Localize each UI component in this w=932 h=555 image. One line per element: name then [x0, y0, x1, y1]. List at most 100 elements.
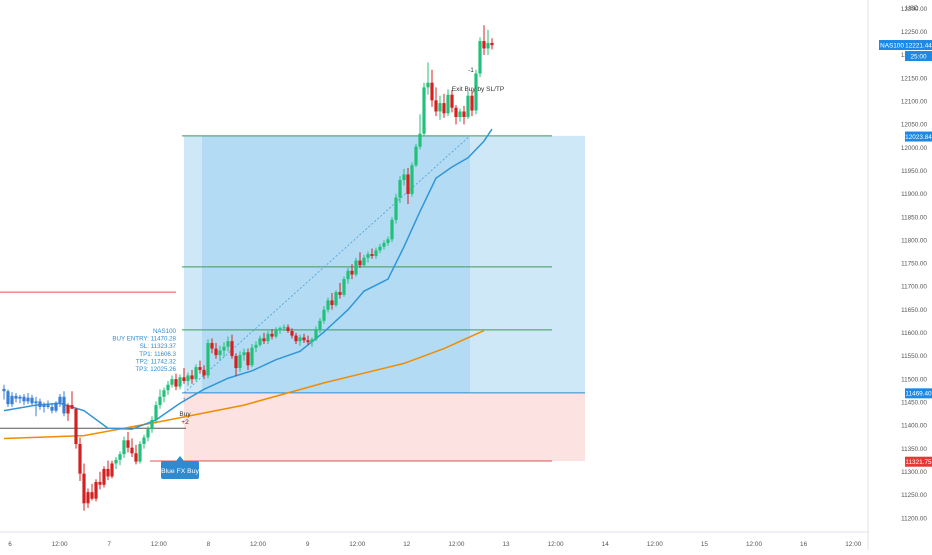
candle-body	[150, 419, 154, 430]
y-tick-label: 11850.00	[901, 214, 927, 221]
candle	[118, 451, 122, 466]
candle	[454, 104, 458, 125]
candle-body	[166, 384, 170, 391]
candle	[154, 401, 158, 424]
candle-body	[54, 402, 58, 411]
candle-body	[114, 459, 118, 464]
candle-body	[126, 440, 130, 448]
candle-body	[334, 292, 338, 306]
candle-body	[458, 111, 462, 118]
candle-body	[290, 330, 294, 336]
y-tick-label: 11750.00	[901, 261, 927, 268]
candle	[430, 69, 434, 107]
candle-body	[226, 341, 230, 347]
candle-body	[250, 347, 254, 366]
candle	[354, 257, 358, 277]
candle-body	[442, 103, 446, 114]
last-price-tag: 12221.44	[905, 42, 932, 49]
candle	[330, 293, 334, 310]
candle-body	[258, 338, 262, 345]
exit-label: Exit Buy by SL/TP	[452, 86, 504, 93]
y-tick-label: 11650.00	[901, 307, 927, 314]
candle-body	[2, 388, 6, 392]
candle	[66, 403, 70, 421]
candle-body	[294, 335, 298, 342]
candle	[262, 332, 266, 344]
x-tick-label: 8	[207, 541, 211, 548]
candle	[426, 62, 430, 95]
candle	[470, 90, 474, 117]
candle-body	[214, 348, 218, 356]
candle-body	[362, 257, 366, 266]
candle	[466, 91, 470, 119]
countdown-tag: 25:00	[911, 53, 927, 60]
x-tick-label: 14	[602, 541, 610, 548]
candle	[102, 466, 106, 488]
candle-body	[70, 405, 74, 409]
candle-body	[222, 346, 226, 351]
candle-body	[394, 197, 398, 220]
candle	[50, 404, 54, 414]
candle	[398, 176, 402, 204]
y-tick-label: 11400.00	[901, 423, 927, 430]
y-tick-label: 11200.00	[901, 515, 927, 522]
candle-body	[154, 405, 158, 420]
candle-body	[418, 133, 422, 147]
candle	[2, 384, 6, 400]
candle-body	[238, 355, 242, 369]
candle	[274, 327, 278, 339]
candle	[138, 441, 142, 464]
candle	[238, 351, 242, 372]
candle	[410, 162, 414, 197]
candle-body	[10, 395, 14, 405]
candle-body	[438, 103, 442, 112]
x-tick-label: 12:00	[349, 541, 365, 548]
exit-qty: -1	[468, 67, 474, 74]
candle	[342, 276, 346, 297]
candle	[146, 426, 150, 442]
candle	[294, 332, 298, 344]
candle	[358, 252, 362, 268]
candle-body	[486, 42, 490, 49]
candle-body	[270, 333, 274, 337]
candle-body	[174, 379, 178, 387]
x-tick-label: 15	[701, 541, 709, 548]
candle-body	[286, 327, 290, 331]
candle	[322, 305, 326, 324]
candle-body	[398, 180, 402, 198]
y-tick-label: 12300.00	[901, 6, 928, 13]
candle	[26, 393, 30, 405]
x-tick-label: 6	[8, 541, 12, 548]
candle	[370, 248, 374, 259]
candle	[190, 369, 194, 384]
candle-body	[190, 375, 194, 380]
candle	[210, 338, 214, 354]
candle-body	[46, 405, 50, 407]
candle-body	[274, 330, 278, 337]
candle-body	[414, 146, 418, 166]
candle	[114, 456, 118, 470]
candle	[82, 463, 86, 511]
candle	[54, 401, 58, 413]
candle-body	[58, 396, 62, 403]
y-tick-label: 11550.00	[901, 353, 927, 360]
candle-body	[406, 174, 410, 194]
countdown-tag-bg	[905, 51, 932, 62]
candle-body	[218, 350, 222, 356]
candle	[326, 297, 330, 313]
y-tick-label: 12000.00	[901, 145, 928, 152]
candle-body	[138, 444, 142, 462]
candle	[246, 348, 250, 370]
candle	[350, 264, 354, 280]
candle-body	[426, 82, 430, 88]
entry-price-tag-bg	[905, 388, 932, 399]
candle-body	[342, 279, 346, 295]
candle-body	[202, 369, 206, 376]
candle	[42, 402, 46, 413]
signal-badge	[161, 461, 199, 479]
candlesticks	[2, 25, 494, 511]
candle	[62, 391, 66, 417]
candle-body	[110, 463, 114, 477]
candle	[78, 437, 82, 482]
